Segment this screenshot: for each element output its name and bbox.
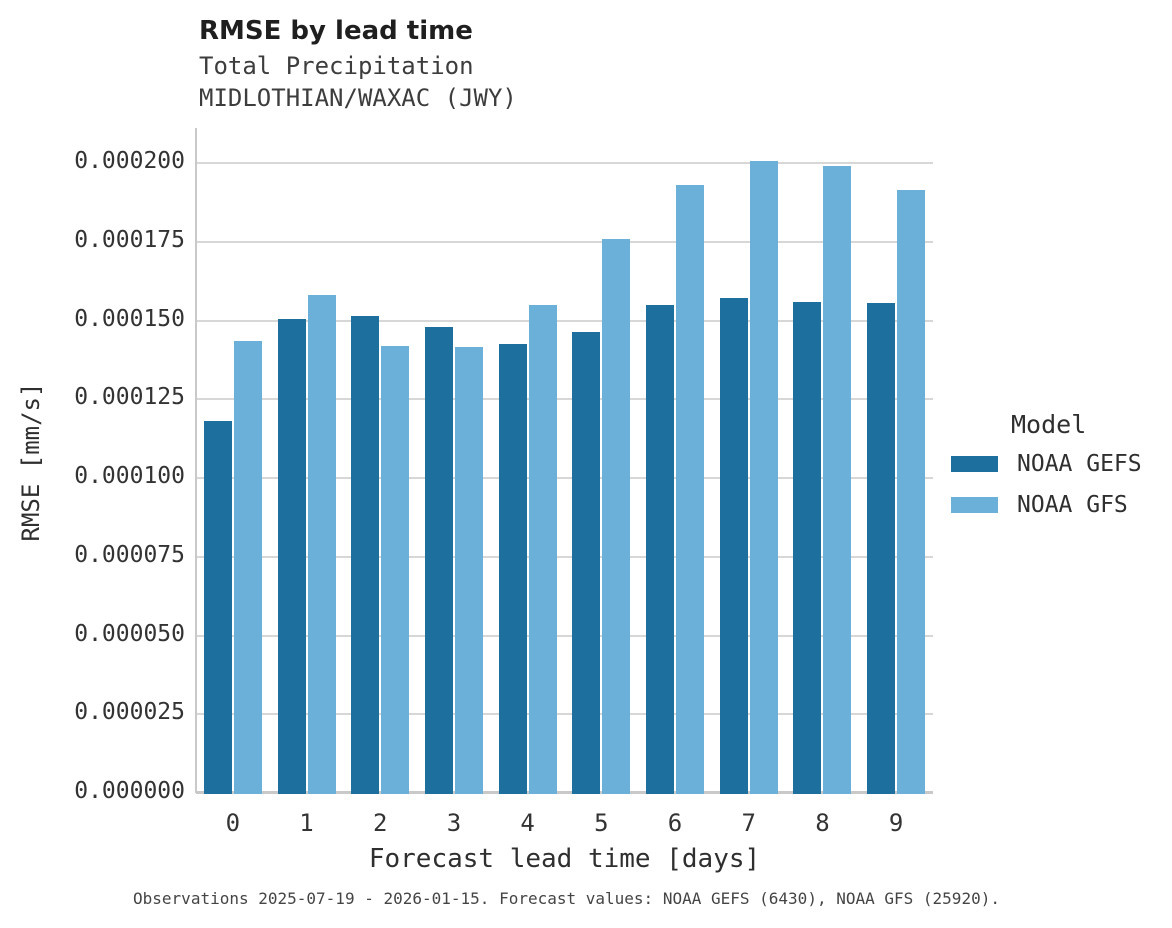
y-tick-label: 0.000050: [74, 620, 185, 647]
chart-subtitle-variable: Total Precipitation: [199, 52, 474, 80]
x-axis-line: [196, 791, 933, 794]
gridline: [196, 477, 933, 479]
bar-noaa-gfs-day-2: [381, 345, 410, 794]
legend-label-noaa-gfs: NOAA GFS: [1017, 492, 1128, 518]
x-tick-label: 6: [667, 809, 683, 837]
x-tick-label: 4: [520, 809, 535, 837]
y-tick-label: 0.000025: [74, 699, 185, 726]
legend-label-noaa-gefs: NOAA GEFS: [1017, 451, 1142, 477]
bar-noaa-gefs-day-4: [498, 344, 527, 794]
x-tick-label: 3: [446, 809, 462, 837]
gridline: [196, 398, 933, 401]
x-tick-label: 1: [299, 809, 314, 837]
x-tick-label: 5: [594, 809, 609, 837]
bar-noaa-gefs-day-1: [277, 318, 306, 794]
legend: Model NOAA GEFS NOAA GFS: [951, 410, 1142, 533]
y-tick-label: 0.000125: [74, 384, 185, 411]
gridline: [196, 634, 933, 637]
gridline: [196, 162, 933, 164]
bar-noaa-gfs-day-6: [676, 185, 705, 794]
bar-noaa-gfs-day-4: [528, 304, 557, 794]
bar-noaa-gfs-day-5: [602, 238, 631, 794]
bar-noaa-gefs-day-8: [793, 301, 822, 794]
x-tick-label: 7: [741, 809, 756, 837]
legend-swatch-noaa-gefs: [951, 456, 998, 472]
bar-noaa-gfs-day-0: [233, 340, 262, 794]
legend-item-noaa-gfs: NOAA GFS: [951, 492, 1142, 518]
y-axis-line: [195, 128, 197, 793]
x-axis-label: Forecast lead time [days]: [368, 844, 761, 874]
y-tick-label: 0.000075: [74, 541, 185, 568]
y-tick-label: 0.000175: [74, 226, 185, 253]
caption: Observations 2025-07-19 - 2026-01-15. Fo…: [133, 889, 1000, 908]
y-tick-label: 0.000100: [74, 463, 185, 489]
gridline: [196, 319, 933, 322]
chart-title: RMSE by lead time: [199, 16, 473, 46]
bar-noaa-gefs-day-6: [646, 304, 675, 794]
bar-noaa-gfs-day-3: [454, 347, 483, 794]
x-tick-label: 2: [373, 809, 388, 837]
bar-noaa-gefs-day-3: [424, 326, 453, 794]
legend-title: Model: [1011, 410, 1087, 439]
y-tick-label: 0.000200: [74, 148, 185, 174]
legend-swatch-noaa-gfs: [951, 497, 998, 513]
bar-noaa-gefs-day-5: [572, 331, 601, 794]
legend-item-noaa-gefs: NOAA GEFS: [951, 451, 1142, 477]
x-tick-label: 8: [815, 809, 830, 837]
x-tick-label: 9: [888, 809, 904, 837]
gridline: [196, 713, 933, 716]
bar-noaa-gefs-day-9: [867, 303, 896, 794]
bar-noaa-gfs-day-1: [307, 295, 336, 794]
bar-noaa-gefs-day-2: [351, 315, 380, 794]
bar-noaa-gfs-day-8: [823, 166, 852, 794]
gridline: [196, 555, 933, 558]
bar-noaa-gfs-day-7: [749, 161, 778, 794]
y-tick-label: 0.000150: [74, 305, 185, 332]
bar-noaa-gfs-day-9: [897, 189, 926, 794]
y-tick-label: 0.000000: [74, 778, 185, 804]
bar-noaa-gefs-day-7: [719, 298, 748, 794]
bar-noaa-gefs-day-0: [203, 421, 232, 794]
chart-subtitle-station: MIDLOTHIAN/WAXAC (JWY): [199, 84, 517, 112]
gridline: [196, 240, 933, 243]
x-tick-label: 0: [225, 809, 241, 837]
